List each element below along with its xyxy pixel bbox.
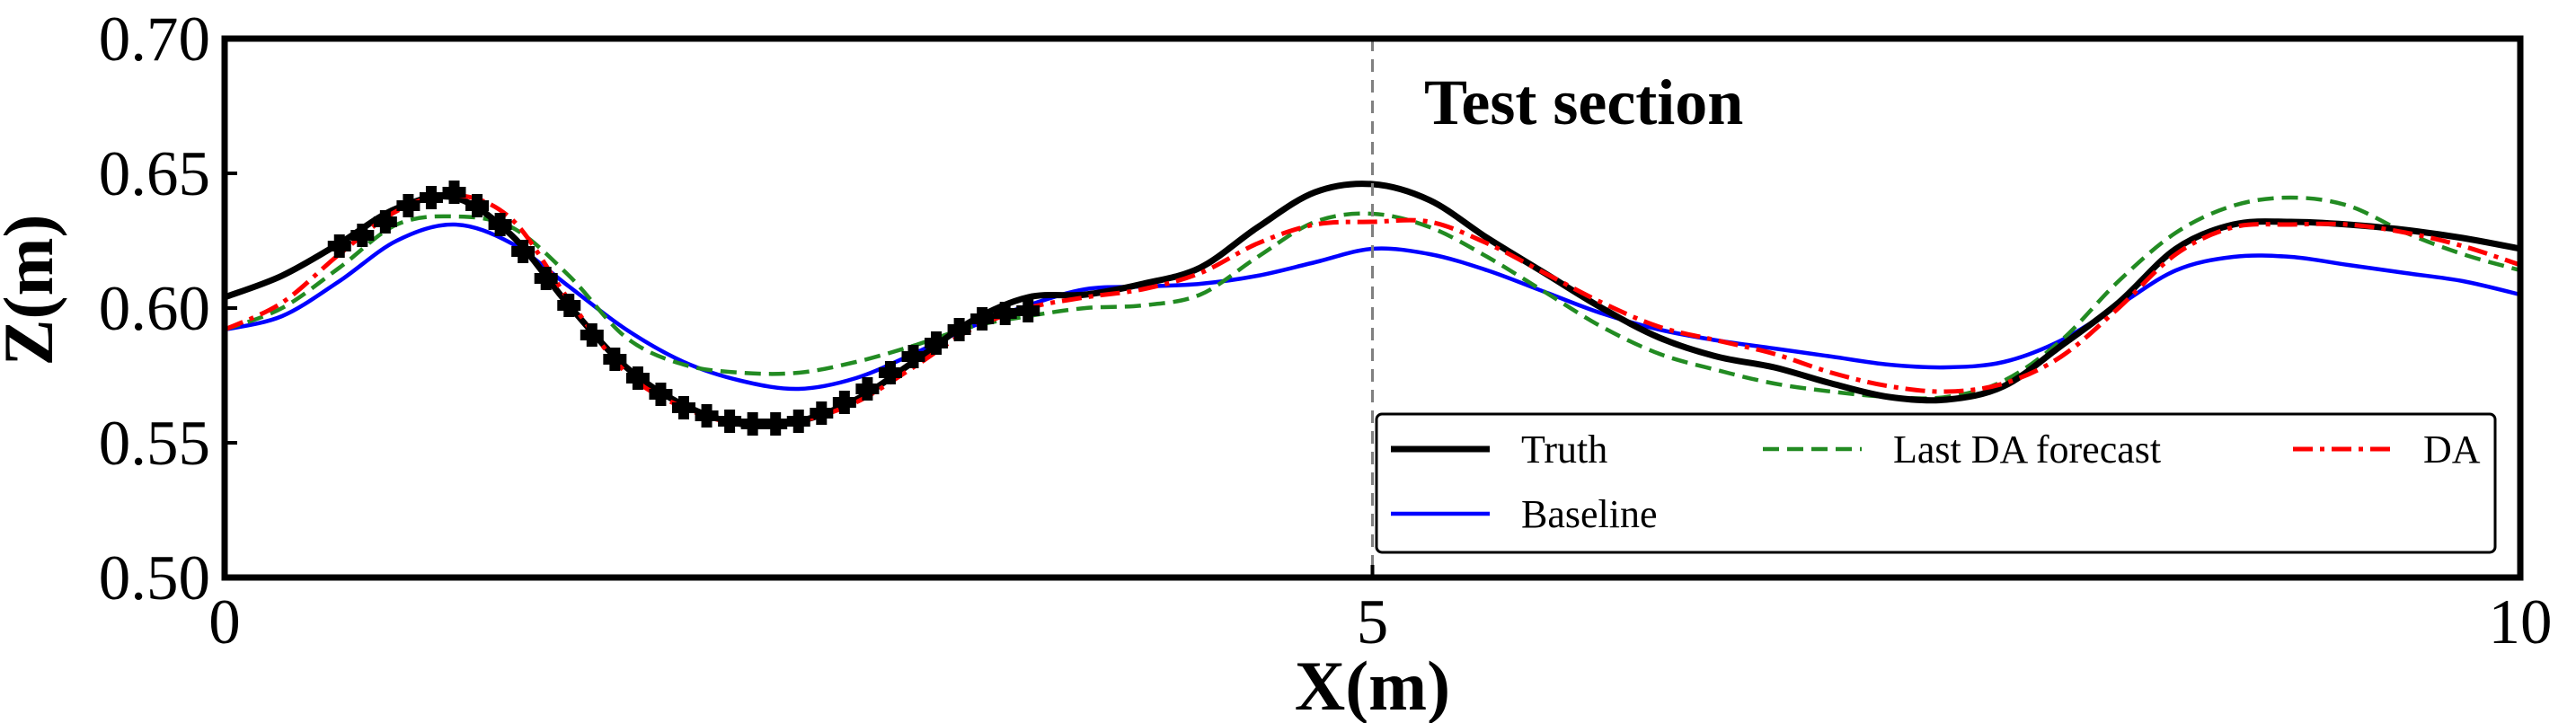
y-tick-label: 0.65 [99, 139, 210, 209]
observation-marker [878, 361, 902, 384]
legend-label-truth: Truth [1521, 428, 1607, 472]
observation-marker [419, 186, 443, 209]
observation-marker [970, 307, 995, 331]
x-tick-label: 5 [1357, 587, 1389, 657]
observation-marker [947, 318, 971, 341]
observation-marker [672, 396, 695, 419]
observation-marker [901, 345, 925, 368]
observation-marker [810, 401, 834, 425]
legend-label-da: DA [2423, 428, 2481, 472]
legend-label-last-da-forecast: Last DA forecast [1893, 428, 2161, 472]
observation-marker [534, 267, 558, 290]
observation-marker [695, 404, 719, 428]
observation-marker [327, 234, 351, 258]
observation-marker [580, 323, 604, 347]
observation-marker [396, 194, 420, 217]
observation-marker [740, 412, 765, 436]
legend-box [1375, 412, 2497, 554]
y-tick-label: 0.50 [99, 543, 210, 613]
x-tick-label: 0 [208, 587, 241, 657]
legend-items: Truth Last DA forecast DA Baseline [1391, 428, 2481, 536]
observation-marker [350, 224, 375, 247]
x-axis-title: X(m) [1295, 647, 1450, 723]
observation-marker [511, 240, 536, 263]
observation-marker [603, 348, 627, 371]
y-tick-label: 0.70 [99, 4, 210, 75]
observation-marker [557, 294, 581, 317]
observation-marker [855, 377, 880, 401]
observation-marker [488, 213, 512, 236]
observation-marker [625, 366, 650, 390]
axis-ticks-layer: 0 5 10 0.50 0.55 0.60 0.65 0.70 [99, 4, 2553, 657]
y-axis-title: Z(m) [0, 215, 67, 366]
observation-marker [764, 412, 788, 436]
observation-marker [465, 194, 490, 217]
observation-marker [718, 410, 742, 433]
observation-marker [649, 383, 673, 406]
observation-marker [993, 302, 1017, 325]
legend: Truth Last DA forecast DA Baseline [1375, 412, 2497, 554]
observation-marker [925, 331, 949, 355]
x-tick-label: 10 [2489, 587, 2553, 657]
observation-marker [786, 410, 810, 433]
legend-label-baseline: Baseline [1521, 492, 1658, 536]
observation-markers-layer [327, 181, 1040, 436]
y-tick-label: 0.60 [99, 274, 210, 344]
observation-marker [1016, 299, 1040, 322]
y-tick-label: 0.55 [99, 409, 210, 479]
test-section-annotation: Test section [1424, 66, 1743, 138]
observation-marker [373, 210, 397, 234]
observation-marker [442, 181, 466, 204]
observation-marker [832, 391, 856, 414]
